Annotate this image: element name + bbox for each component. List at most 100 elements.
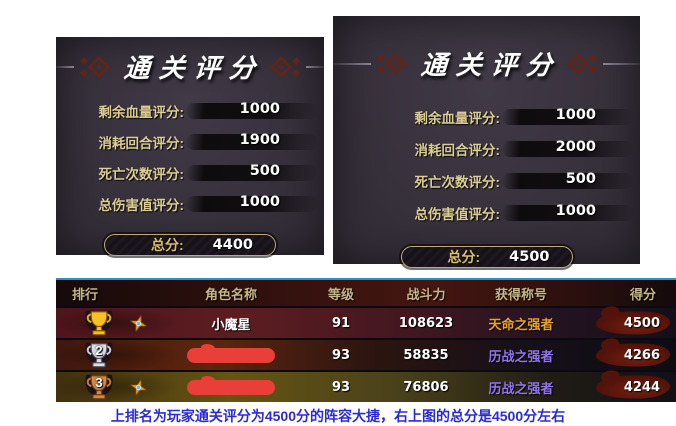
stat-label: 消耗回合评分: <box>98 136 185 151</box>
stat-label: 总伤害值评分: <box>98 198 185 213</box>
header-score: 得分 <box>629 286 656 302</box>
rank-cell: 3 <box>56 372 166 402</box>
stat-row-hp: 剩余血量评分: 1000 <box>333 104 640 130</box>
bronze-trophy-icon: 3 <box>80 372 118 402</box>
divider-line <box>333 62 371 65</box>
table-header-row: 排行 角色名称 等级 战斗力 获得称号 得分 <box>56 278 676 306</box>
divider-line <box>602 62 641 65</box>
player-title: 天命之强者 <box>488 316 554 332</box>
header-level: 等级 <box>327 286 354 302</box>
ranking-table: 排行 角色名称 等级 战斗力 获得称号 得分 <box>56 278 676 402</box>
caption-partial: 上排名为玩家通关评分为4500分的阵容大捷，右上图的总分是4500分左右 <box>110 408 566 424</box>
shuriken-icon <box>129 377 148 397</box>
score-cell: 4266 <box>576 343 676 367</box>
player-name: 小魔星 <box>166 314 296 333</box>
stat-label: 剩余血量评分: <box>414 111 501 126</box>
stat-row-damage: 总伤害值评分: 1000 <box>333 200 640 226</box>
diamond-ornament-icon <box>268 53 304 81</box>
total-value: 4400 <box>212 237 253 253</box>
stat-value: 1000 <box>555 107 596 123</box>
player-level: 93 <box>331 347 351 363</box>
player-score: 4244 <box>623 380 660 395</box>
rank-cell: 2 <box>56 340 166 370</box>
stat-row-hp: 剩余血量评分: 1000 <box>56 98 324 124</box>
diamond-ornament-icon <box>76 53 112 81</box>
panel-stats: 剩余血量评分: 1000 消耗回合评分: 1900 死亡次数评分: 500 总伤… <box>56 93 324 217</box>
value-streak <box>186 103 318 119</box>
diamond-ornament-icon <box>565 50 601 78</box>
total-score-pill: 总分: 4400 <box>104 234 276 256</box>
player-power: 108623 <box>398 315 454 331</box>
player-name <box>166 344 296 364</box>
panel-title-row: 通关评分 <box>56 48 325 85</box>
panel-title: 通关评分 <box>419 51 562 81</box>
player-score: 4266 <box>623 348 660 363</box>
stat-row-damage: 总伤害值评分: 1000 <box>56 191 324 217</box>
player-power: 76806 <box>403 379 449 395</box>
flame-badge-icon <box>596 375 670 399</box>
value-streak <box>502 205 634 221</box>
flame-badge-icon <box>596 311 670 335</box>
table-row[interactable]: 2 93 58835 历战之强者 4266 <box>56 338 676 370</box>
rank-number: 3 <box>95 375 103 390</box>
diamond-ornament-icon <box>373 50 409 78</box>
player-title: 历战之强者 <box>488 380 554 396</box>
gold-trophy-icon <box>80 308 118 338</box>
panel-stats: 剩余血量评分: 1000 消耗回合评分: 2000 死亡次数评分: 500 总伤… <box>333 98 640 226</box>
value-streak <box>186 134 318 150</box>
total-value: 4500 <box>509 249 550 265</box>
flame-badge-icon <box>596 343 670 367</box>
stat-value: 500 <box>565 171 596 187</box>
total-label: 总分: <box>447 249 481 265</box>
total-score-pill: 总分: 4500 <box>400 246 573 268</box>
value-streak <box>502 109 634 125</box>
table-row[interactable]: 3 93 76806 历战之强者 4244 <box>56 370 676 402</box>
shuriken-icon <box>129 313 148 333</box>
value-streak <box>186 165 318 181</box>
player-name-text: 小魔星 <box>211 316 251 332</box>
stat-value: 1000 <box>555 203 596 219</box>
score-cell: 4244 <box>576 375 676 399</box>
header-rank: 排行 <box>72 286 99 302</box>
value-streak <box>502 141 634 157</box>
score-panel-left: 通关评分 剩余血量评分: 1000 消耗回合评分: 1900 死亡次数评分: 5… <box>56 37 325 256</box>
table-row[interactable]: 小魔星 91 108623 天命之强者 4500 <box>56 306 676 338</box>
silver-trophy-icon: 2 <box>80 340 118 370</box>
panel-title: 通关评分 <box>122 54 265 84</box>
stat-value: 1000 <box>239 101 280 117</box>
stat-value: 1900 <box>239 132 280 148</box>
stat-row-deaths: 死亡次数评分: 500 <box>56 160 324 186</box>
total-label: 总分: <box>151 237 184 253</box>
stat-label: 剩余血量评分: <box>98 105 185 120</box>
panel-title-row: 通关评分 <box>333 45 641 82</box>
stat-label: 消耗回合评分: <box>414 143 501 158</box>
header-title: 获得称号 <box>494 286 547 302</box>
score-panel-right: 通关评分 剩余血量评分: 1000 消耗回合评分: 2000 死亡次数评分: 5… <box>333 16 641 268</box>
stat-value: 500 <box>249 163 280 179</box>
rank-number: 2 <box>95 343 103 358</box>
stat-value: 1000 <box>239 194 280 210</box>
player-level: 91 <box>331 315 351 331</box>
player-level: 93 <box>331 379 351 395</box>
stat-value: 2000 <box>555 139 596 155</box>
stat-row-rounds: 消耗回合评分: 1900 <box>56 129 324 155</box>
censored-name-blob <box>187 344 275 364</box>
censored-name-blob <box>187 376 275 396</box>
stat-label: 死亡次数评分: <box>414 175 501 190</box>
rank-cell <box>56 308 166 338</box>
value-streak <box>186 196 318 212</box>
player-power: 58835 <box>403 347 449 363</box>
header-name: 角色名称 <box>204 286 257 302</box>
stat-row-deaths: 死亡次数评分: 500 <box>333 168 640 194</box>
divider-line <box>306 65 325 68</box>
player-score: 4500 <box>623 316 660 331</box>
value-streak <box>502 173 634 189</box>
header-power: 战斗力 <box>406 286 446 302</box>
player-title: 历战之强者 <box>488 348 554 364</box>
player-name <box>166 376 296 396</box>
divider-line <box>56 65 74 68</box>
stat-label: 总伤害值评分: <box>414 207 501 222</box>
score-cell: 4500 <box>576 311 676 335</box>
stat-label: 死亡次数评分: <box>98 167 185 182</box>
stat-row-rounds: 消耗回合评分: 2000 <box>333 136 640 162</box>
